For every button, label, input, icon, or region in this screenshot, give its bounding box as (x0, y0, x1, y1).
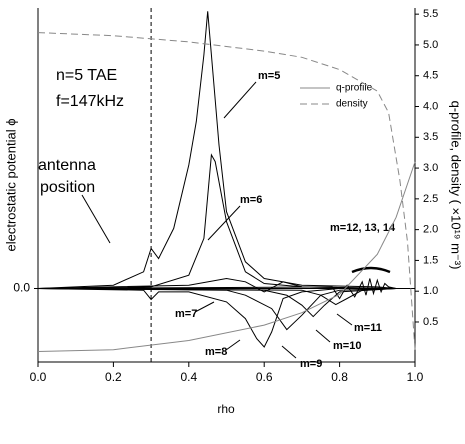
annotation: position (40, 179, 95, 196)
x-tick-label: 0.4 (180, 370, 197, 384)
y2-tick-label: 3.0 (423, 162, 438, 174)
series-line (37, 288, 397, 306)
x-tick-label: 0.8 (331, 370, 348, 384)
annotation: f=147kHz (56, 93, 124, 110)
y2-tick-label: 0.5 (423, 316, 438, 328)
mode-label: m=11 (354, 322, 382, 334)
series-line (37, 278, 397, 300)
y2-tick-label: 2.0 (423, 224, 438, 236)
mode-label: m=7 (175, 308, 197, 320)
x-tick-label: 0.2 (105, 370, 122, 384)
mode-label: m=6 (240, 194, 262, 206)
y2-tick-label: 3.5 (423, 131, 438, 143)
mode-label: m=5 (258, 70, 280, 82)
y2-tick-label: 1.5 (423, 254, 438, 266)
x-tick-label: 0.6 (256, 370, 273, 384)
y2-tick-label: 4.5 (423, 70, 438, 82)
arrows (81, 81, 391, 359)
mode-label: m=8 (205, 346, 227, 358)
x-axis-label: rho (217, 402, 235, 416)
x-tick-label: 1.0 (407, 370, 424, 384)
y2-tick-label: 1.0 (423, 285, 438, 297)
y-axis-label: electrostatic potential ϕ (3, 118, 18, 251)
annotation: n=5 TAE (56, 67, 117, 84)
series-line (37, 32, 416, 350)
series-line (37, 161, 416, 352)
mode-label: m=10 (333, 340, 361, 352)
y2-tick-label: 4.0 (423, 100, 438, 112)
legend-label: q-profile (336, 83, 373, 94)
series-line (37, 11, 397, 289)
y2-tick-label: 5.5 (423, 8, 438, 20)
y2-axis-label: q-profile, density ( ×10¹⁹ m⁻³) (449, 101, 464, 270)
y2-tick-label: 2.5 (423, 193, 438, 205)
legend-label: density (336, 99, 368, 110)
x-tick-label: 0.0 (30, 370, 47, 384)
y2-tick-label: 5.0 (423, 39, 438, 51)
mode-label: m=12, 13, 14 (330, 222, 396, 234)
y-tick-label: 0.0 (13, 281, 30, 295)
mode-label: m=9 (300, 358, 322, 370)
series-line (37, 288, 397, 348)
annotation: antenna (38, 157, 96, 174)
series-line (37, 288, 397, 331)
